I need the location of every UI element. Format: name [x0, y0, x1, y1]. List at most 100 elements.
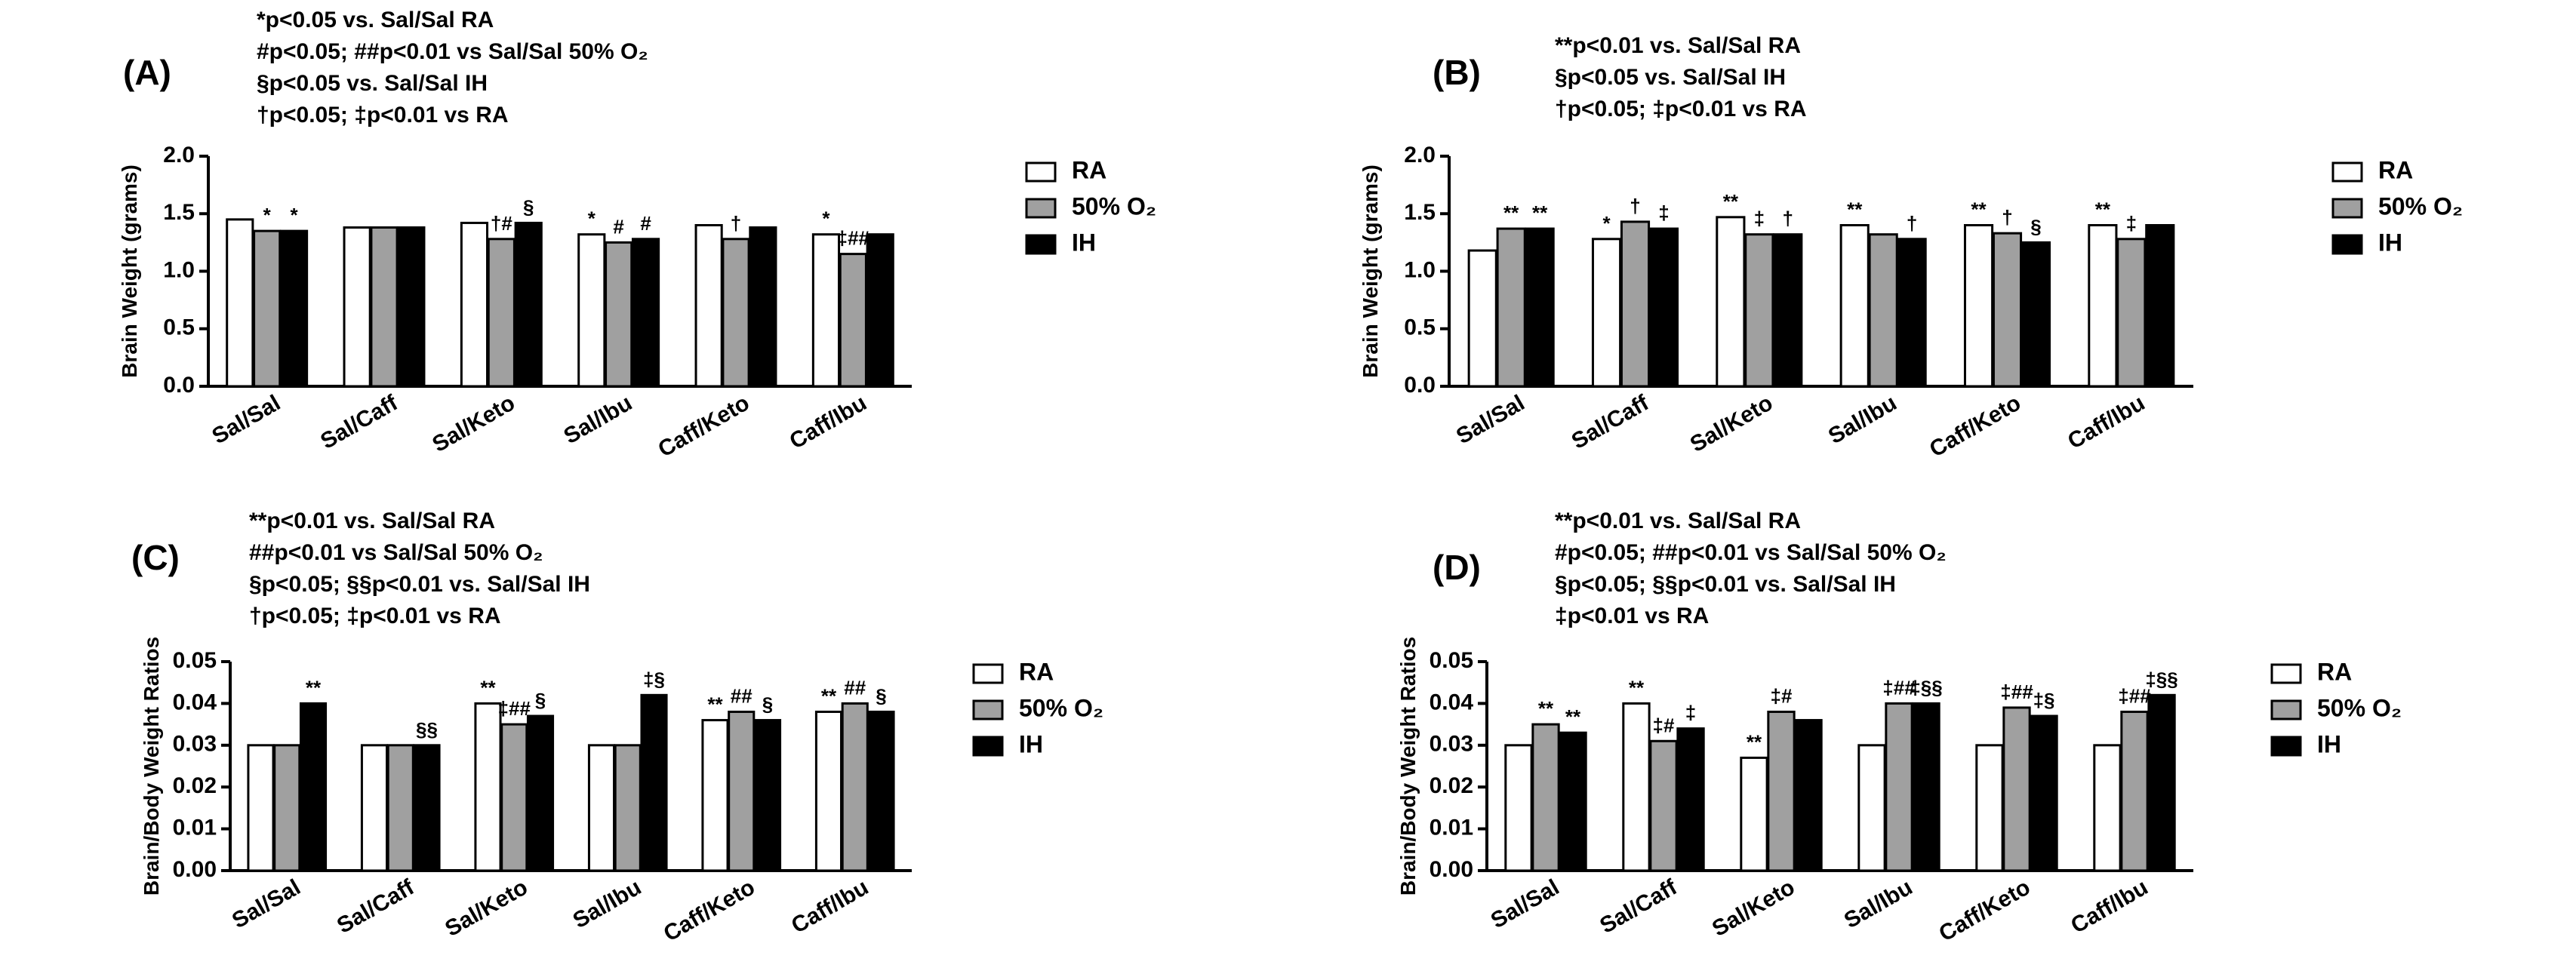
- x-tick-label: Caff/Keto: [1935, 874, 2035, 946]
- bar: [1885, 702, 1913, 872]
- legend-label: IH: [1072, 229, 1096, 256]
- bar: [526, 714, 555, 872]
- x-tick-label: Sal/Keto: [428, 390, 519, 457]
- significance-marker: ‡##: [2000, 681, 2033, 703]
- x-tick-label: Caff/Ibu: [2064, 390, 2149, 453]
- legend-swatch: [2270, 663, 2302, 684]
- bar: [1504, 744, 1533, 872]
- legend-label: 50% O₂: [2317, 694, 2402, 721]
- significance-marker: §: [535, 689, 546, 711]
- significance-marker: §: [2030, 215, 2041, 238]
- bar: [1975, 744, 2004, 872]
- annotation: **p<0.01 vs. Sal/Sal RA: [249, 508, 495, 533]
- bar: [841, 702, 869, 872]
- bar: [1649, 739, 1678, 872]
- bar: [514, 221, 543, 388]
- annotation: §p<0.05; §§p<0.01 vs. Sal/Sal IH: [1555, 572, 1896, 597]
- panel-title: (B): [1433, 53, 1481, 92]
- legend-label: RA: [2317, 658, 2352, 685]
- bar: [1740, 756, 1768, 872]
- x-tick-label: Caff/Ibu: [786, 390, 871, 453]
- y-tick-label: 0.5: [1404, 315, 1436, 340]
- y-axis-label: Brain/Body Weight Ratios: [140, 637, 163, 896]
- y-tick-label: 2.0: [1404, 143, 1436, 167]
- significance-marker: ‡: [1685, 702, 1696, 724]
- bar: [587, 744, 616, 872]
- x-tick-label: Caff/Ibu: [787, 874, 873, 938]
- x-tick-label: Sal/Keto: [1708, 874, 1799, 942]
- significance-marker: †#: [491, 212, 512, 235]
- bar: [386, 744, 414, 872]
- significance-marker: **: [1503, 201, 1519, 224]
- bar: [753, 719, 782, 872]
- bar: [2147, 693, 2176, 872]
- significance-marker: ‡: [2126, 212, 2137, 235]
- y-tick-label: 1.0: [1404, 257, 1436, 282]
- bar: [867, 710, 895, 872]
- bar: [397, 226, 426, 388]
- y-tick-label: 0.00: [1430, 857, 1473, 882]
- significance-marker: ‡##: [2118, 684, 2151, 707]
- bar: [640, 693, 668, 872]
- significance-marker: **: [306, 676, 322, 699]
- significance-marker: ‡##: [1882, 676, 1916, 699]
- significance-marker: **: [707, 693, 723, 716]
- bar: [1857, 744, 1886, 872]
- significance-marker: *: [290, 204, 298, 226]
- significance-marker: **: [1565, 705, 1581, 728]
- x-tick-label: Sal/Keto: [441, 874, 531, 942]
- bar: [413, 744, 441, 872]
- legend-label: 50% O₂: [2378, 192, 2463, 220]
- bar: [1963, 224, 1994, 388]
- bar: [2088, 224, 2118, 388]
- bar: [614, 744, 642, 872]
- bar: [2120, 710, 2149, 872]
- annotation: *p<0.05 vs. Sal/Sal RA: [257, 8, 494, 32]
- bar: [1839, 224, 1870, 388]
- x-tick-label: Sal/Ibu: [1824, 390, 1901, 449]
- annotation: §p<0.05 vs. Sal/Sal IH: [257, 71, 488, 96]
- bar: [1496, 227, 1526, 388]
- bar: [701, 719, 729, 872]
- bar: [866, 233, 894, 388]
- y-tick-label: 0.01: [173, 816, 217, 840]
- x-tick-label: Sal/Caff: [333, 874, 419, 939]
- bar: [2020, 241, 2051, 388]
- bar: [1794, 719, 1823, 872]
- bar: [1676, 727, 1705, 872]
- y-tick-label: 2.0: [163, 143, 195, 167]
- bar: [722, 238, 750, 388]
- bar: [1744, 233, 1774, 388]
- bar: [1620, 220, 1651, 388]
- x-tick-label: Sal/Sal: [1487, 874, 1564, 933]
- y-tick-label: 0.02: [1430, 773, 1473, 798]
- significance-marker: **: [1723, 190, 1739, 213]
- bar: [2093, 744, 2122, 872]
- annotation: #p<0.05; ##p<0.01 vs Sal/Sal 50% O₂: [257, 39, 648, 64]
- significance-marker: #: [640, 212, 651, 235]
- panel-title: (C): [131, 538, 180, 577]
- significance-marker: ‡#: [1771, 684, 1793, 707]
- significance-marker: **: [2095, 198, 2111, 221]
- bar: [2002, 706, 2031, 872]
- panel-title: (A): [123, 53, 171, 92]
- legend-swatch: [1025, 234, 1057, 255]
- bar: [1992, 232, 2023, 388]
- x-tick-label: Sal/Keto: [1686, 390, 1777, 457]
- significance-marker: *: [588, 207, 596, 230]
- significance-marker: †: [1907, 212, 1917, 235]
- x-tick-label: Caff/Keto: [660, 874, 759, 946]
- panel-title: (D): [1433, 548, 1481, 587]
- bar: [694, 224, 723, 388]
- significance-marker: **: [480, 676, 496, 699]
- y-tick-label: 1.5: [1404, 200, 1436, 225]
- y-tick-label: 0.01: [1430, 816, 1473, 840]
- annotation: **p<0.01 vs. Sal/Sal RA: [1555, 33, 1801, 58]
- annotation: §p<0.05; §§p<0.01 vs. Sal/Sal IH: [249, 572, 590, 597]
- significance-marker: ‡§§: [1910, 676, 1942, 699]
- bar: [728, 710, 756, 872]
- bar: [279, 229, 309, 388]
- bar: [811, 233, 841, 388]
- annotation: #p<0.05; ##p<0.01 vs Sal/Sal 50% O₂: [1555, 540, 1947, 565]
